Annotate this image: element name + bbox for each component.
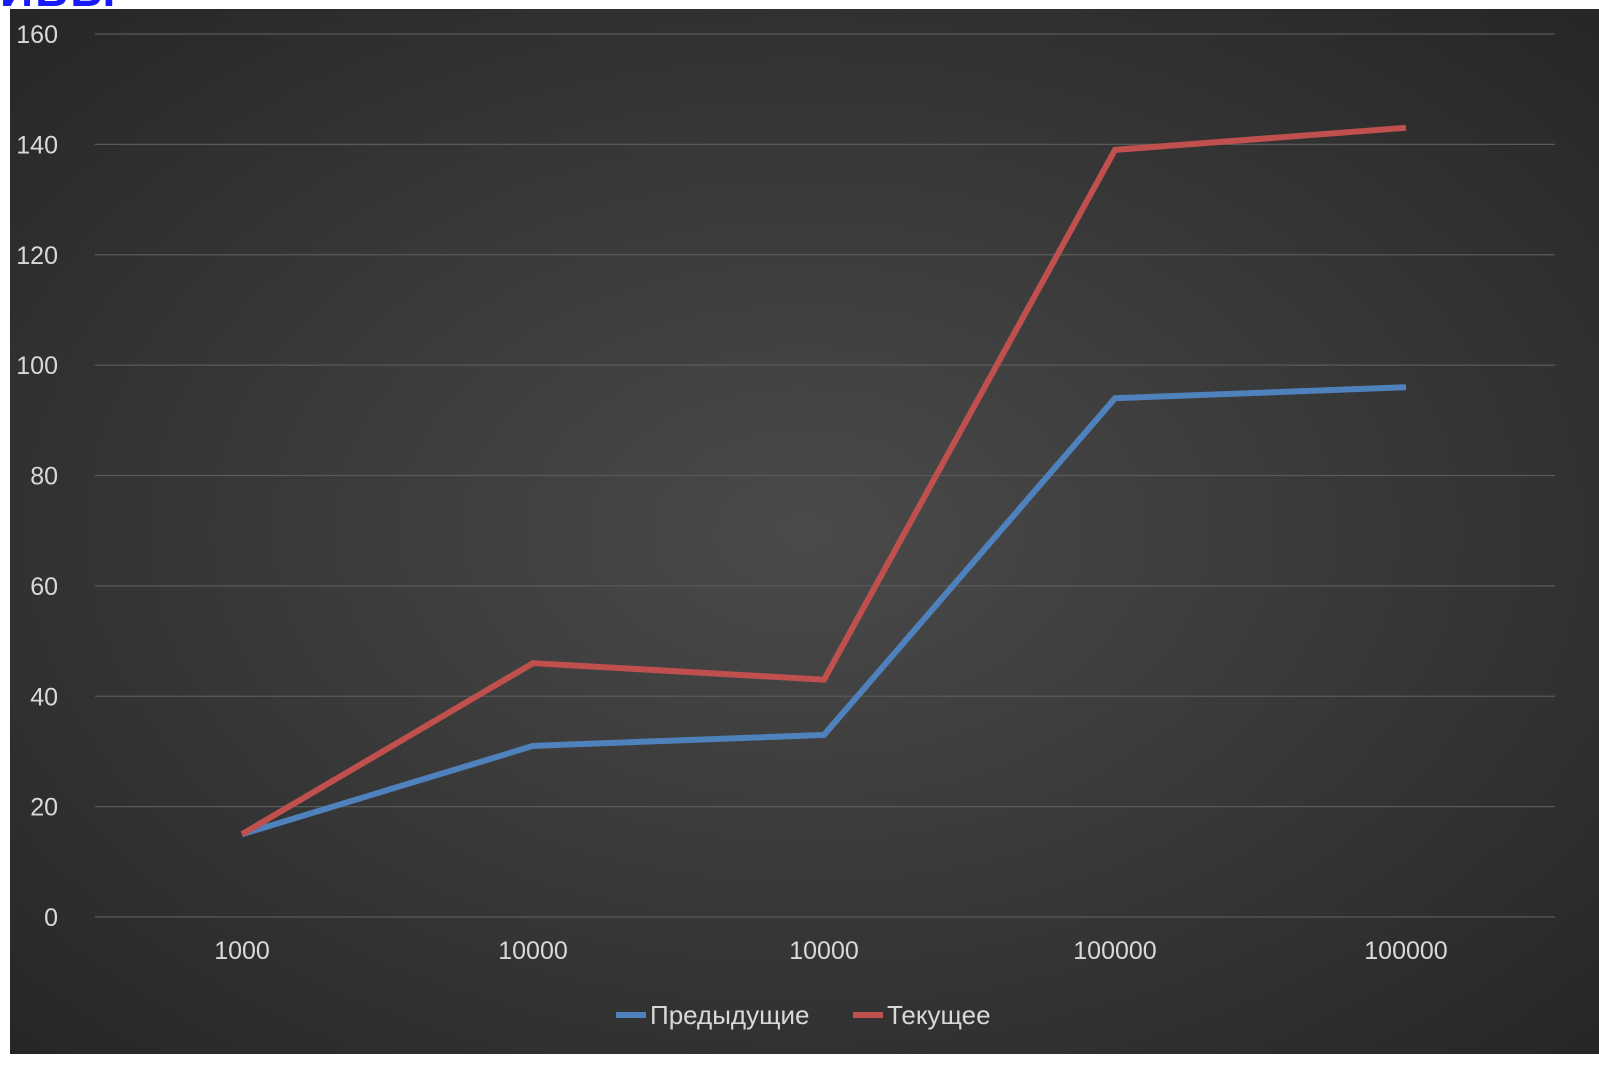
y-axis-ticks: 0 20 40 60 80 100 120 140 160 — [16, 21, 58, 932]
legend-label: Предыдущие — [650, 1000, 809, 1030]
x-tick-label: 100000 — [1364, 937, 1447, 965]
x-tick-label: 1000 — [214, 937, 270, 965]
legend-label: Текущее — [887, 1000, 991, 1030]
y-tick-label: 0 — [44, 904, 58, 932]
y-tick-label: 100 — [16, 352, 58, 380]
x-tick-label: 10000 — [789, 937, 859, 965]
gridlines — [95, 33, 1555, 918]
y-tick-label: 80 — [30, 463, 58, 491]
y-tick-label: 120 — [16, 242, 58, 270]
x-tick-label: 10000 — [498, 937, 568, 965]
legend: Предыдущие Текущее — [616, 1000, 991, 1030]
y-tick-label: 140 — [16, 131, 58, 159]
series-lines — [240, 124, 1407, 838]
chart-area: 0 20 40 60 80 100 120 140 160 1000 10000 10000 1000… — [10, 9, 1599, 1054]
y-tick-label: 160 — [16, 21, 58, 49]
y-tick-label: 60 — [30, 573, 58, 601]
y-tick-label: 40 — [30, 683, 58, 711]
series-line-1 — [241, 384, 1407, 838]
x-tick-label: 100000 — [1073, 937, 1156, 965]
series-line-2 — [240, 124, 1407, 837]
x-axis-ticks: 1000 10000 10000 100000 100000 — [214, 937, 1448, 965]
y-tick-label: 20 — [30, 794, 58, 822]
